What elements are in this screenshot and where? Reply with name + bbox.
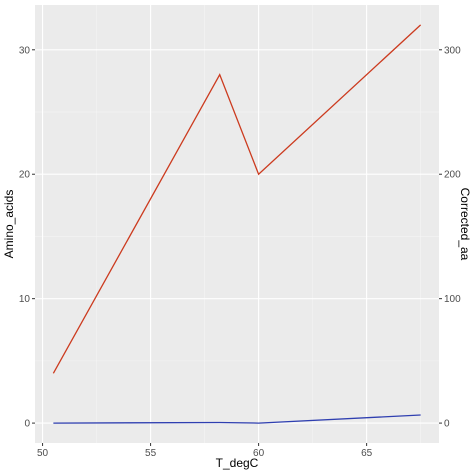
y-axis-ticks: 0 10 20 30 xyxy=(19,45,35,430)
y-axis-title: Amino_acids xyxy=(2,190,16,259)
y-tick-label: 0 xyxy=(24,419,30,430)
x-tick-label: 60 xyxy=(253,448,265,459)
minor-gridlines xyxy=(35,5,439,443)
y2-tick-label: 100 xyxy=(444,294,461,305)
y2-axis-title: Corrected_aa xyxy=(458,188,472,261)
y2-tick-label: 300 xyxy=(444,45,461,56)
series-line-2 xyxy=(53,414,421,424)
x-axis-title: T_degC xyxy=(216,456,259,470)
y2-tick-label: 0 xyxy=(444,419,450,430)
x-tick-label: 50 xyxy=(37,448,49,459)
plot-panel xyxy=(35,5,439,443)
series-layer xyxy=(52,24,422,424)
x-tick-label: 55 xyxy=(145,448,157,459)
y-tick-label: 10 xyxy=(19,294,31,305)
y2-tick-label: 200 xyxy=(444,170,461,181)
x-tick-label: 65 xyxy=(361,448,373,459)
y2-axis-ticks: 0 100 200 300 xyxy=(439,45,461,430)
x-axis-ticks: 50 55 60 65 xyxy=(37,443,373,459)
y-tick-label: 30 xyxy=(19,45,31,56)
series-line-1 xyxy=(52,24,422,374)
y-tick-label: 20 xyxy=(19,170,31,181)
